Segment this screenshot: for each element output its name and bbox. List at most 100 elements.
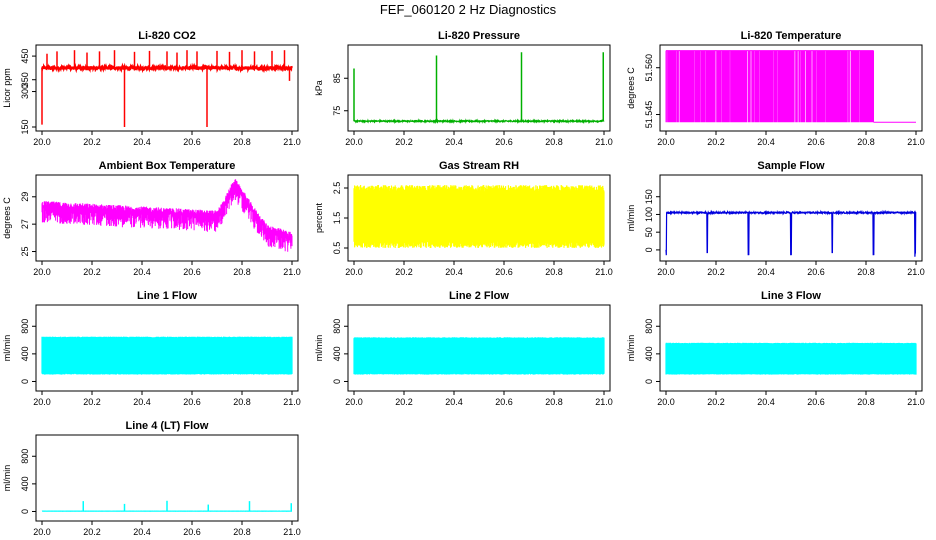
x-tick-label: 20.2: [395, 137, 413, 147]
x-tick-label: 20.0: [33, 137, 51, 147]
x-tick-label: 20.2: [83, 397, 101, 407]
series-line: [665, 209, 917, 257]
panel-pressure: Li-820 Pressure kPa 20.0 20.2 20.4 20.6 20.8 21…: [314, 30, 613, 147]
y-axis-label: ml/min: [2, 335, 12, 362]
y-axis-label: percent: [314, 202, 324, 233]
panel-title: Ambient Box Temperature: [99, 160, 236, 172]
panel-title: Li-820 Pressure: [438, 30, 520, 42]
x-tick-label: 20.0: [657, 397, 675, 407]
y-tick-label: 400: [20, 346, 30, 361]
y-tick-label: 350: [20, 72, 30, 87]
x-tick-label: 20.8: [233, 137, 251, 147]
x-tick-label: 20.6: [183, 527, 201, 537]
panel-title: Line 3 Flow: [761, 290, 821, 302]
y-axis-label: ml/min: [626, 205, 636, 232]
x-tick-label: 21.0: [283, 397, 301, 407]
panel-title: Gas Stream RH: [439, 160, 519, 172]
x-tick-label: 20.2: [395, 267, 413, 277]
plot-frame: [659, 44, 923, 132]
plot-frame: [35, 304, 299, 392]
x-tick-label: 21.0: [595, 137, 613, 147]
x-tick-label: 20.2: [707, 397, 725, 407]
y-tick-label: 51.560: [644, 54, 654, 82]
y-tick-label: 0.5: [332, 242, 342, 255]
panel-title: Li-820 Temperature: [741, 30, 842, 42]
y-tick-label: 800: [20, 319, 30, 334]
x-tick-label: 20.8: [545, 397, 563, 407]
panel-title: Line 4 (LT) Flow: [126, 420, 209, 432]
x-tick-label: 20.4: [445, 137, 463, 147]
plot-frame: [659, 304, 923, 392]
y-axis-label: ml/min: [626, 335, 636, 362]
y-axis-label: ml/min: [314, 335, 324, 362]
x-tick-label: 20.0: [345, 137, 363, 147]
y-tick-label: 1.5: [332, 212, 342, 225]
y-tick-label: 0: [20, 509, 30, 514]
x-tick-label: 20.2: [707, 267, 725, 277]
series-band: [353, 185, 605, 248]
y-tick-label: 51.545: [644, 101, 654, 129]
y-tick-label: 300: [20, 84, 30, 99]
x-tick-label: 21.0: [907, 267, 925, 277]
series-line: [41, 62, 293, 74]
x-tick-label: 21.0: [283, 137, 301, 147]
y-tick-label: 100: [644, 207, 654, 222]
x-tick-label: 21.0: [283, 527, 301, 537]
y-axis-label: degrees C: [2, 197, 12, 239]
x-tick-label: 20.0: [657, 267, 675, 277]
x-tick-label: 20.6: [495, 267, 513, 277]
plot-frame: [35, 44, 299, 132]
y-tick-label: 450: [20, 49, 30, 64]
y-tick-label: 27: [20, 219, 30, 229]
y-tick-label: 0: [332, 379, 342, 384]
plot-frame: [35, 174, 299, 262]
x-tick-label: 20.0: [33, 397, 51, 407]
series-rh: [353, 185, 605, 248]
y-tick-label: 400: [644, 346, 654, 361]
panel-temperature: Li-820 Temperature degrees C 20.0 20.2 20.4 2…: [626, 30, 925, 147]
panel-title: Sample Flow: [757, 160, 825, 172]
panel-line4: Line 4 (LT) Flow ml/min 20.0 20.2 20.4 20.6 20…: [2, 420, 301, 537]
series-line: [41, 179, 293, 252]
series-sample: [665, 209, 917, 257]
x-tick-label: 20.4: [133, 527, 151, 537]
series-line2: [353, 337, 605, 375]
x-tick-label: 20.2: [395, 397, 413, 407]
series-temperature: [665, 50, 916, 123]
x-tick-label: 21.0: [595, 267, 613, 277]
panel-title: Line 1 Flow: [137, 290, 197, 302]
series-co2: [41, 50, 293, 127]
x-tick-label: 20.6: [183, 397, 201, 407]
x-tick-label: 20.6: [807, 267, 825, 277]
series-band: [665, 342, 917, 375]
plot-frame: [659, 174, 923, 262]
x-tick-label: 20.4: [445, 267, 463, 277]
x-tick-label: 20.0: [33, 527, 51, 537]
x-tick-label: 20.4: [133, 137, 151, 147]
series-band: [353, 337, 605, 375]
x-tick-label: 20.4: [133, 267, 151, 277]
y-tick-label: 25: [20, 247, 30, 257]
x-tick-label: 20.4: [757, 397, 775, 407]
y-tick-label: 29: [20, 192, 30, 202]
series-line1: [41, 336, 293, 375]
y-tick-label: 400: [20, 476, 30, 491]
x-tick-label: 20.8: [857, 267, 875, 277]
y-tick-label: 0: [20, 379, 30, 384]
x-tick-label: 20.6: [495, 137, 513, 147]
x-tick-label: 21.0: [283, 267, 301, 277]
panel-line1: Line 1 Flow ml/min 20.0 20.2 20.4 20.6 20.8 21.…: [2, 290, 301, 407]
y-tick-label: 85: [332, 73, 342, 83]
x-tick-label: 20.8: [545, 137, 563, 147]
panel-co2: Li-820 CO2 Licor ppm 20.0 20.2 20.4 20.6 20.8 2…: [2, 30, 301, 147]
series-line4: [41, 500, 292, 512]
x-tick-label: 20.0: [345, 267, 363, 277]
x-tick-label: 20.4: [757, 137, 775, 147]
x-tick-label: 20.8: [233, 397, 251, 407]
series-line: [353, 118, 605, 125]
x-tick-label: 20.8: [857, 137, 875, 147]
y-tick-label: 150: [20, 119, 30, 134]
y-tick-label: 50: [644, 227, 654, 237]
y-axis-label: Licor ppm: [2, 68, 12, 108]
y-tick-label: 0: [644, 379, 654, 384]
